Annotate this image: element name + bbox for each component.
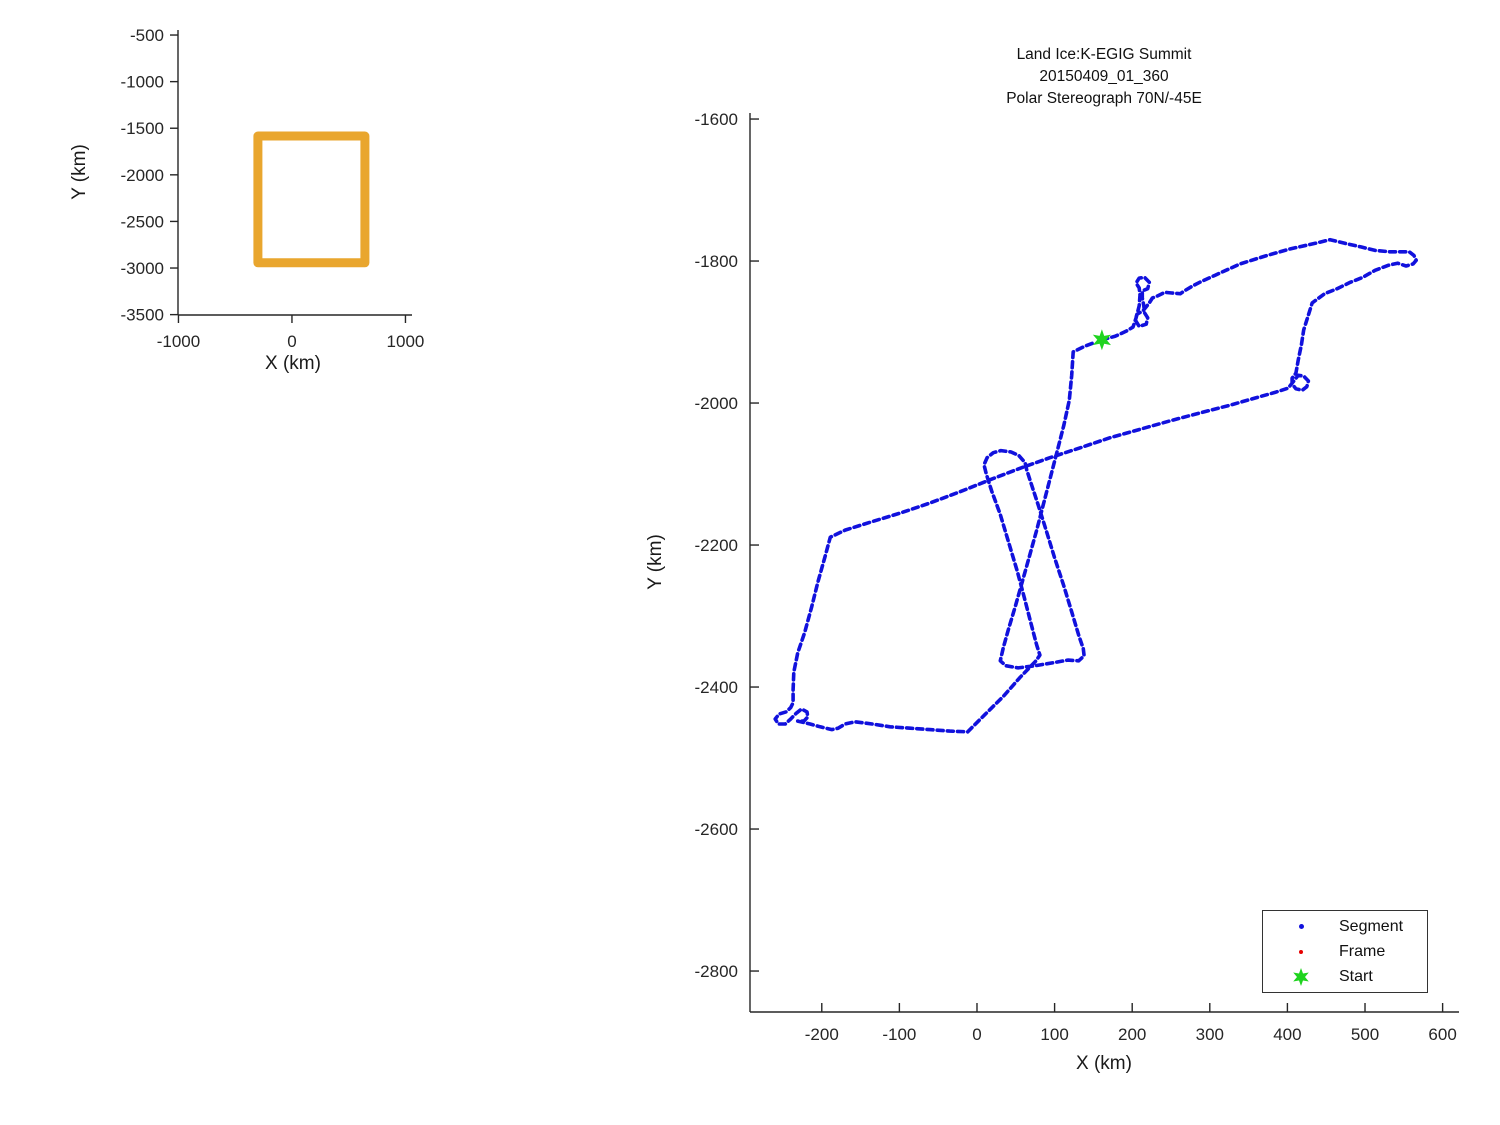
legend-label-start: Start <box>1339 967 1373 985</box>
main-plot-axes: -200 -100 0 100 200 300 400 500 600 -1600 -1800 -20… <box>695 110 1459 1044</box>
legend-label-segment: Segment <box>1339 917 1404 935</box>
inset-ylabel: Y (km) <box>69 144 90 200</box>
y-tick-label: -500 <box>130 26 164 45</box>
legend-item-frame: Frame <box>1263 940 1427 964</box>
y-tick-label: -2400 <box>695 678 738 697</box>
inset-xlabel: X (km) <box>265 353 321 374</box>
y-tick-label: -2000 <box>695 394 738 413</box>
x-tick-label: 0 <box>972 1025 981 1044</box>
y-tick-label: -2800 <box>695 962 738 981</box>
main-xlabel: X (km) <box>1076 1053 1132 1074</box>
inset-plot-axes: -1000 0 1000 -500 -1000 -1500 -2000 -2500 -3000 -… <box>121 26 425 351</box>
x-tick-label: 600 <box>1428 1025 1456 1044</box>
y-tick-label: -2600 <box>695 820 738 839</box>
x-tick-label: 300 <box>1196 1025 1224 1044</box>
title-line-3: Polar Stereograph 70N/-45E <box>1006 90 1202 107</box>
x-tick-label: -100 <box>882 1025 916 1044</box>
x-tick-label: -1000 <box>157 332 200 351</box>
start-marker-glyph <box>1293 967 1309 986</box>
y-tick-label: -1800 <box>695 252 738 271</box>
segment-dot-icon <box>1263 924 1339 929</box>
y-tick-label: -3500 <box>121 306 164 325</box>
main-ylabel: Y (km) <box>645 534 666 590</box>
x-tick-label: 100 <box>1040 1025 1068 1044</box>
flight-track-path <box>773 237 1418 734</box>
y-tick-label: -2200 <box>695 536 738 555</box>
legend: Segment Frame Start <box>1262 910 1428 993</box>
y-tick-label: -3000 <box>121 259 164 278</box>
main-plot-title: Land Ice:K-EGIG Summit 20150409_01_360 P… <box>904 44 1304 110</box>
y-tick-label: -1000 <box>121 73 164 92</box>
x-tick-label: 0 <box>287 332 296 351</box>
x-tick-label: -200 <box>805 1025 839 1044</box>
frame-dot-icon <box>1263 949 1339 954</box>
title-line-1: Land Ice:K-EGIG Summit <box>1016 46 1192 63</box>
y-tick-label: -1600 <box>695 110 738 129</box>
legend-item-start: Start <box>1263 965 1427 989</box>
start-star-icon <box>1263 966 1339 988</box>
x-tick-label: 500 <box>1351 1025 1379 1044</box>
title-line-2: 20150409_01_360 <box>1039 68 1169 85</box>
legend-label-frame: Frame <box>1339 942 1386 960</box>
y-tick-label: -2500 <box>121 212 164 231</box>
coverage-box-outline <box>253 131 370 268</box>
x-tick-label: 1000 <box>387 332 425 351</box>
start-marker <box>1092 329 1111 351</box>
x-tick-label: 400 <box>1273 1025 1301 1044</box>
x-tick-label: 200 <box>1118 1025 1146 1044</box>
y-tick-label: -1500 <box>121 119 164 138</box>
legend-item-segment: Segment <box>1263 915 1427 939</box>
y-tick-label: -2000 <box>121 166 164 185</box>
